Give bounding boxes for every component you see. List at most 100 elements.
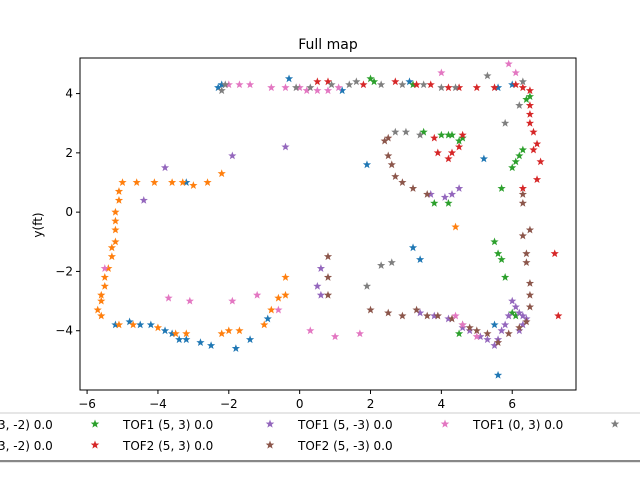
data-point-series-5 <box>366 305 375 314</box>
data-point-series-1 <box>281 290 290 299</box>
data-point-series-6 <box>164 293 173 302</box>
data-point-series-5 <box>522 258 531 267</box>
data-point-series-6 <box>245 80 255 89</box>
data-point-series-1 <box>114 320 124 329</box>
data-point-series-0 <box>231 344 240 352</box>
data-point-series-3 <box>511 80 520 89</box>
y-tick-label: 2 <box>65 146 73 160</box>
data-point-series-4 <box>515 326 524 335</box>
data-point-series-1 <box>182 329 191 338</box>
x-tick-label: 0 <box>296 397 304 411</box>
data-point-series-7 <box>306 83 315 92</box>
data-point-series-6 <box>228 296 237 305</box>
data-point-series-2 <box>408 80 418 89</box>
data-point-series-7 <box>515 101 524 109</box>
legend-marker <box>265 440 275 449</box>
data-point-series-3 <box>430 133 439 142</box>
data-point-series-1 <box>97 311 106 320</box>
data-point-series-6 <box>334 83 343 92</box>
data-point-series-7 <box>416 130 425 139</box>
y-axis-label: y(ft) <box>31 212 45 237</box>
data-point-series-3 <box>426 80 435 89</box>
data-point-series-7 <box>221 80 230 89</box>
data-point-series-6 <box>267 83 276 92</box>
data-point-series-1 <box>111 216 120 225</box>
plot-area-frame <box>79 57 577 391</box>
data-point-series-5 <box>515 323 524 332</box>
data-point-series-1 <box>235 326 244 335</box>
legend-marker <box>440 419 450 428</box>
data-point-series-4 <box>455 184 464 192</box>
data-point-series-3 <box>532 139 542 148</box>
data-point-series-7 <box>398 80 407 89</box>
data-point-series-3 <box>525 110 535 118</box>
data-point-series-6 <box>472 332 481 341</box>
y-tick-label: −2 <box>55 264 73 278</box>
data-point-series-0 <box>160 326 170 335</box>
data-point-series-5 <box>522 249 531 258</box>
data-point-series-2 <box>458 133 467 142</box>
data-point-series-1 <box>281 273 290 281</box>
data-point-series-5 <box>525 302 535 311</box>
x-tick-label: −6 <box>78 397 96 411</box>
data-point-series-2 <box>508 163 517 172</box>
data-point-series-7 <box>391 127 400 136</box>
data-point-series-3 <box>391 77 400 86</box>
data-point-series-6 <box>295 83 304 92</box>
data-point-series-0 <box>146 320 155 329</box>
data-point-series-5 <box>518 190 527 198</box>
data-point-series-0 <box>207 341 216 350</box>
data-point-series-7 <box>518 77 527 86</box>
data-point-series-1 <box>274 293 283 302</box>
data-point-series-6 <box>511 68 520 77</box>
data-point-series-4 <box>447 190 457 198</box>
data-point-series-7 <box>483 71 492 80</box>
data-point-series-5 <box>518 231 527 240</box>
data-point-series-5 <box>483 329 492 338</box>
data-point-series-3 <box>412 80 421 89</box>
data-point-series-0 <box>416 255 425 264</box>
data-point-series-6 <box>302 86 311 95</box>
data-point-series-5 <box>380 136 389 145</box>
data-point-series-6 <box>313 86 322 95</box>
data-point-series-1 <box>203 178 212 186</box>
data-point-series-0 <box>263 314 272 323</box>
data-point-series-4 <box>497 326 506 335</box>
data-point-series-1 <box>111 225 120 234</box>
data-point-series-6 <box>100 264 109 272</box>
data-point-series-4 <box>160 163 170 172</box>
data-point-series-5 <box>423 311 432 320</box>
data-point-series-1 <box>100 273 109 281</box>
data-point-series-0 <box>493 370 503 379</box>
data-point-series-5 <box>323 273 333 281</box>
data-point-series-3 <box>529 145 538 154</box>
data-point-series-1 <box>111 207 120 216</box>
data-point-series-2 <box>497 255 506 264</box>
data-point-series-5 <box>384 133 393 142</box>
data-point-series-1 <box>132 178 141 186</box>
data-point-series-0 <box>214 83 223 92</box>
data-point-series-2 <box>447 130 457 139</box>
data-point-series-3 <box>536 157 545 166</box>
data-point-series-6 <box>281 83 290 92</box>
chart-title: Full map <box>298 37 358 53</box>
data-point-series-7 <box>437 83 446 92</box>
legend-label: 3, -2) 0.0 <box>0 439 53 453</box>
data-point-series-3 <box>444 83 453 92</box>
data-point-series-6 <box>306 326 315 335</box>
data-point-series-1 <box>260 320 269 329</box>
data-point-series-0 <box>362 160 372 169</box>
data-point-series-5 <box>398 178 407 186</box>
data-point-series-0 <box>182 335 191 344</box>
data-point-series-5 <box>472 326 481 335</box>
data-point-series-1 <box>224 326 233 335</box>
data-point-series-6 <box>253 290 262 299</box>
data-point-series-4 <box>316 264 325 272</box>
data-point-series-7 <box>501 118 510 127</box>
x-tick-label: 6 <box>508 397 516 411</box>
data-point-series-7 <box>327 80 336 89</box>
data-point-series-1 <box>111 237 120 246</box>
data-point-series-7 <box>292 83 301 92</box>
data-point-series-4 <box>281 142 290 151</box>
